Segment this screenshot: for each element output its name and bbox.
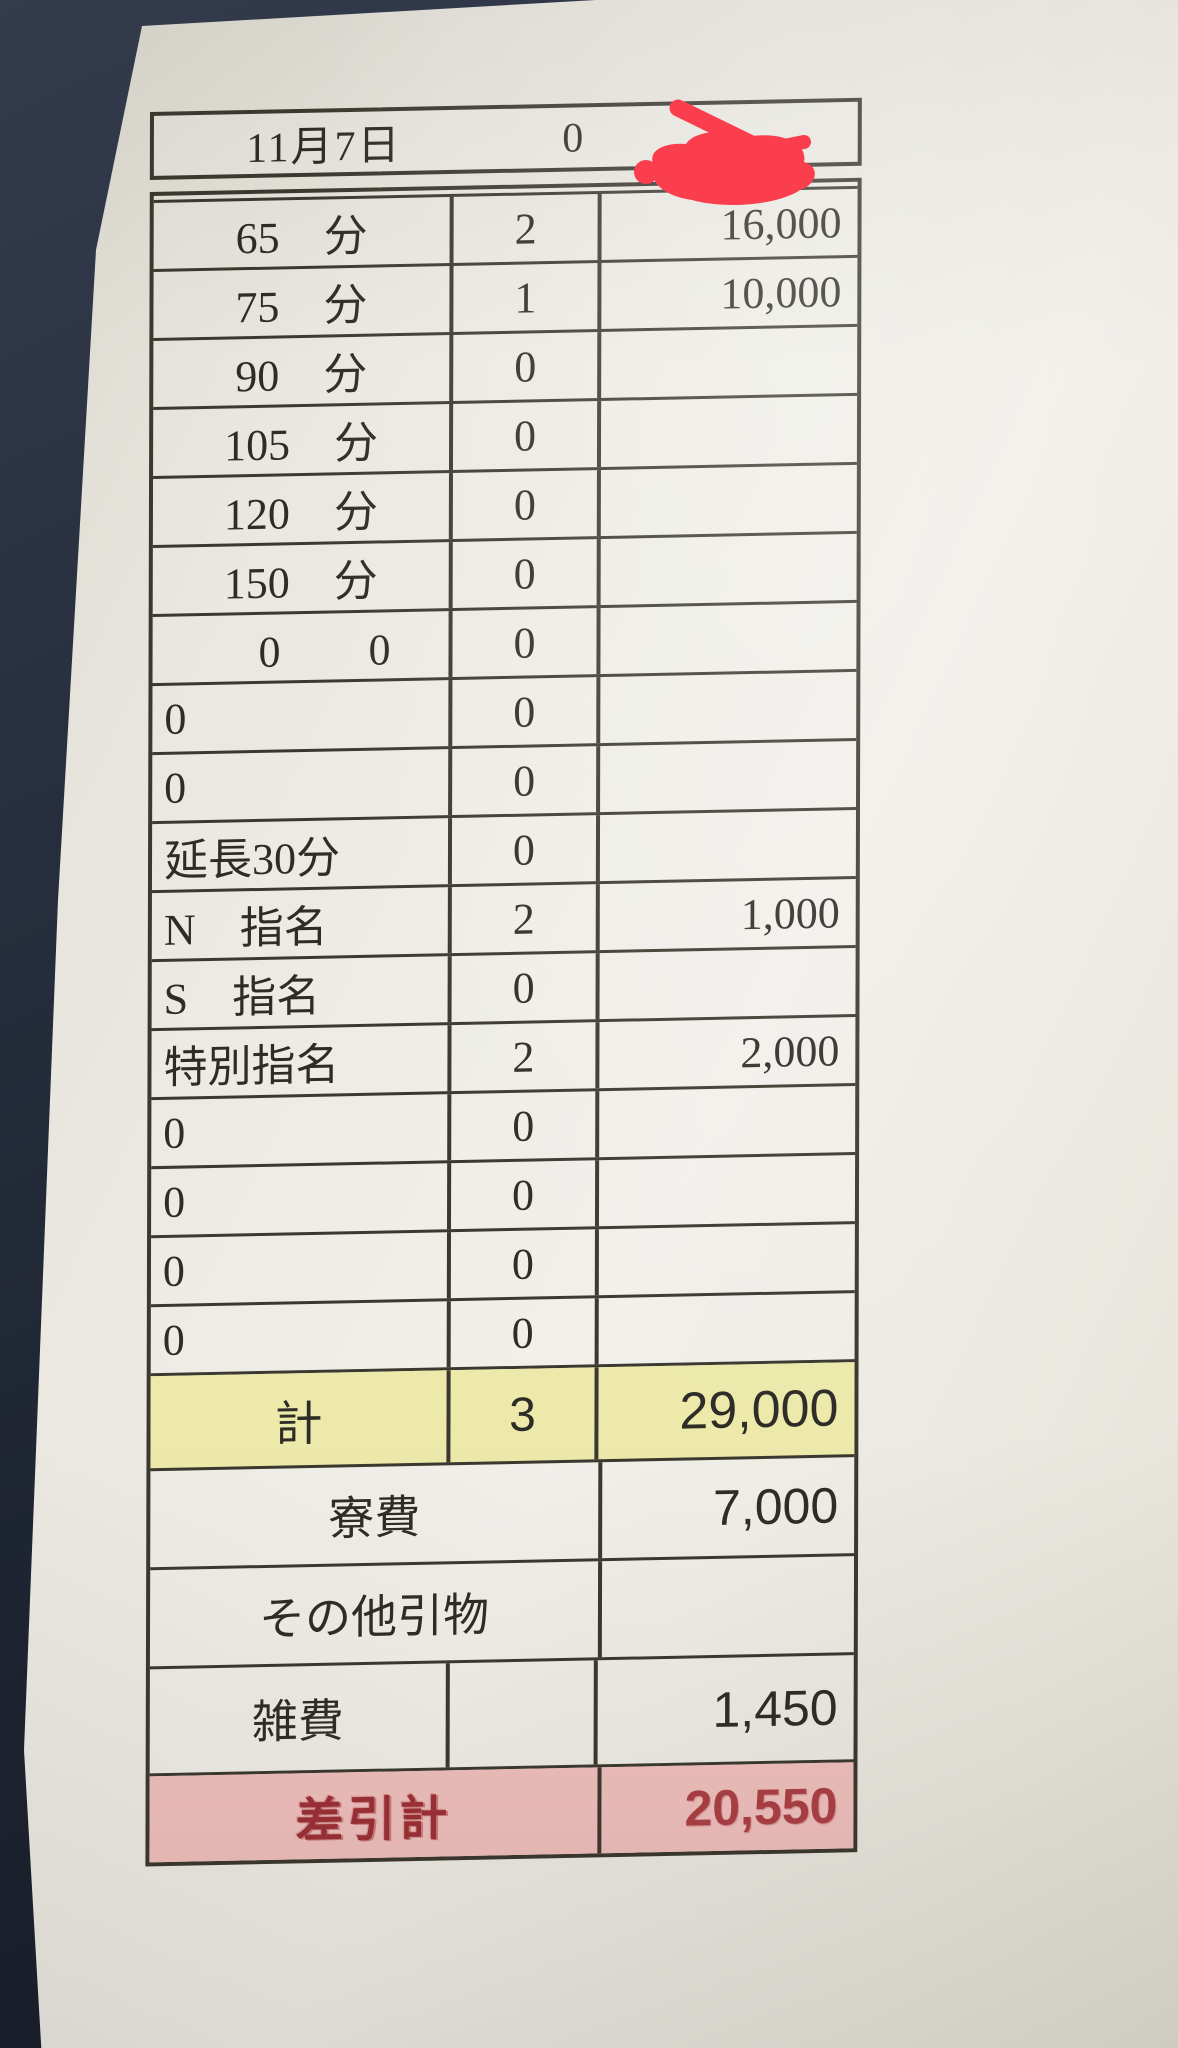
detail-count: 0 (450, 1298, 599, 1368)
detail-label: N 指名 (151, 887, 452, 960)
detail-count: 0 (452, 677, 601, 747)
detail-count: 0 (452, 539, 601, 609)
total-row: 計 3 29,000 (150, 1362, 855, 1472)
detail-count: 1 (453, 262, 602, 332)
detail-count: 0 (451, 1091, 600, 1161)
detail-amount: 1,000 (740, 887, 840, 939)
detail-amount (600, 948, 856, 1019)
other-deduction-amount (602, 1556, 854, 1657)
detail-amount: 10,000 (720, 266, 842, 319)
detail-amount (601, 534, 857, 605)
detail-amount (599, 1293, 855, 1364)
detail-count: 2 (451, 884, 600, 954)
detail-label: 0 (150, 1301, 451, 1374)
detail-amount (601, 396, 857, 467)
dorm-fee-amount: 7,000 (713, 1477, 839, 1536)
detail-count: 0 (451, 815, 601, 885)
detail-label: 0 (152, 749, 453, 822)
receipt-table: 11月7日 0 65 分 2 16,000 75 分 1 10,000 90 分… (145, 97, 862, 1867)
other-deduction-label: その他引物 (149, 1561, 603, 1667)
net-total-row: 差引計 20,550 (149, 1762, 854, 1863)
main-table: 65 分 2 16,000 75 分 1 10,000 90 分 0 105 分… (145, 177, 862, 1867)
dorm-fee-row: 寮費 7,000 (150, 1457, 855, 1571)
detail-count: 2 (453, 193, 602, 263)
detail-label: 0 (152, 680, 453, 753)
detail-label: S 指名 (151, 956, 452, 1029)
detail-rows: 65 分 2 16,000 75 分 1 10,000 90 分 0 105 分… (150, 188, 858, 1377)
detail-count: 0 (450, 1160, 600, 1230)
detail-label: 75 分 (153, 265, 454, 338)
detail-label: 65 分 (153, 196, 454, 269)
dorm-fee-label: 寮費 (150, 1462, 603, 1568)
detail-amount (601, 327, 857, 398)
detail-label: 150 分 (152, 542, 453, 615)
total-label: 計 (150, 1370, 451, 1469)
detail-label: 120 分 (152, 472, 453, 546)
detail-amount (600, 603, 856, 674)
detail-label: 特別指名 (151, 1025, 452, 1098)
header-date: 11月7日 (246, 122, 402, 173)
detail-label: 0 (151, 1094, 452, 1167)
misc-fee-label: 雑費 (149, 1663, 450, 1774)
detail-amount (600, 672, 856, 743)
detail-label: 0 (150, 1232, 451, 1305)
misc-fee-blank (449, 1660, 598, 1768)
misc-fee-row: 雑費 1,450 (149, 1655, 854, 1777)
misc-fee-amount: 1,450 (712, 1679, 838, 1739)
detail-count: 0 (450, 1229, 599, 1299)
detail-amount: 2,000 (740, 1025, 840, 1077)
detail-count: 0 (453, 331, 602, 401)
detail-count: 0 (452, 746, 601, 816)
detail-label: 延長30分 (151, 818, 453, 891)
detail-amount (599, 1155, 855, 1226)
net-total-amount: 20,550 (684, 1777, 838, 1837)
detail-count: 0 (451, 953, 600, 1023)
detail-amount (600, 810, 856, 881)
net-total-label: 差引計 (149, 1767, 602, 1863)
detail-count: 0 (452, 470, 601, 540)
red-marker-scribble (634, 99, 815, 205)
total-count: 3 (450, 1367, 599, 1463)
detail-count: 0 (452, 608, 601, 678)
other-deduction-row: その他引物 (149, 1556, 855, 1670)
detail-label: 105 分 (153, 403, 454, 477)
detail-count: 2 (451, 1022, 600, 1092)
detail-amount (601, 465, 857, 536)
detail-count: 0 (452, 401, 602, 470)
detail-label: 0 (151, 1163, 452, 1236)
header-count: 0 (562, 114, 586, 162)
detail-label: 0 0 (152, 611, 453, 684)
detail-label: 90 分 (153, 334, 454, 407)
detail-amount (599, 1224, 855, 1295)
total-amount: 29,000 (679, 1379, 839, 1441)
detail-amount (599, 1086, 855, 1157)
detail-amount (600, 741, 856, 812)
